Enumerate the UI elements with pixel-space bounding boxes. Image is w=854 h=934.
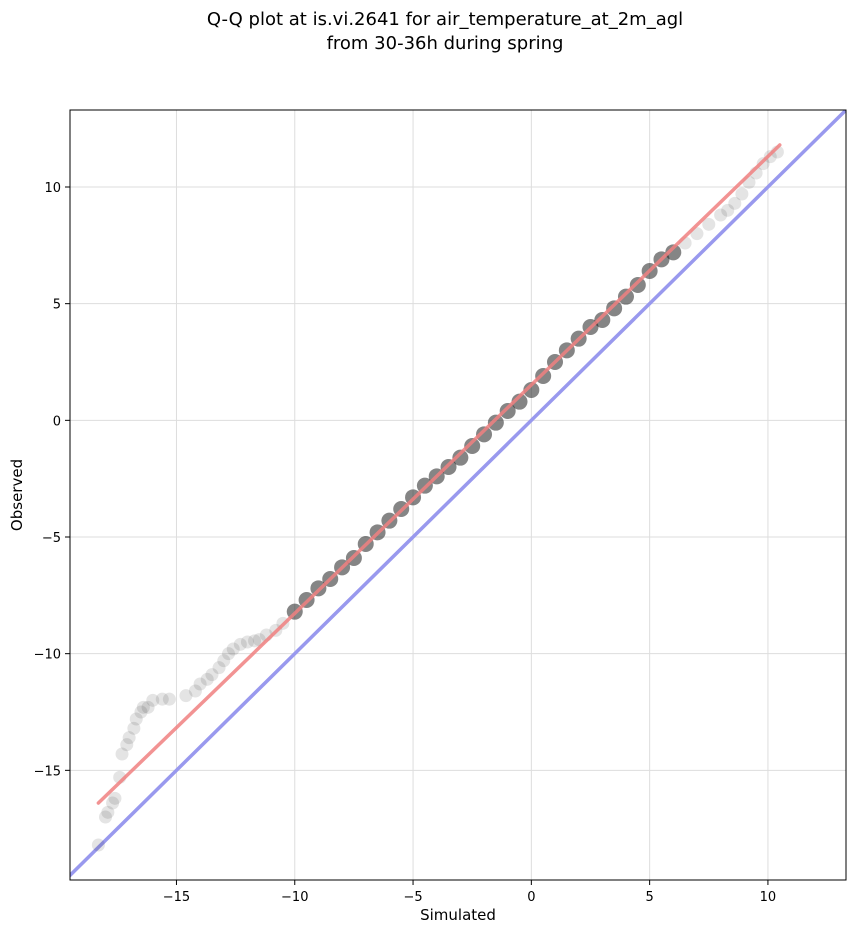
y-tick-label: −15	[34, 764, 61, 779]
quantile-point	[665, 244, 682, 261]
x-axis-ticks: −15 −10 −5 0 5 10	[163, 880, 776, 905]
quantile-point	[756, 157, 770, 171]
x-tick-label: −5	[403, 890, 422, 905]
y-tick-label: −10	[34, 648, 61, 663]
y-axis-label: Observed	[8, 459, 26, 531]
quantile-point	[476, 426, 493, 443]
quantile-point	[127, 721, 141, 735]
x-tick-label: −15	[163, 890, 190, 905]
x-tick-label: 0	[527, 890, 535, 905]
fit-line-group	[96, 143, 782, 805]
quantile-point	[200, 672, 214, 686]
quantile-point	[106, 796, 120, 810]
quantile-point	[594, 312, 611, 328]
quantile-point	[248, 634, 262, 648]
quantile-point	[122, 731, 136, 745]
quantile-point	[714, 208, 728, 222]
quantile-point	[101, 805, 115, 819]
quantile-point	[162, 692, 176, 706]
quantile-point	[134, 705, 148, 719]
quantile-point	[240, 635, 254, 649]
quantile-point	[146, 693, 160, 707]
quantile-point	[188, 684, 202, 698]
quantile-point	[212, 661, 226, 675]
quantile-point	[511, 393, 528, 410]
x-axis-label: Simulated	[420, 906, 496, 924]
quantile-point	[452, 449, 469, 466]
quantile-point	[629, 277, 646, 293]
quantile-point	[721, 203, 735, 217]
quantile-point	[735, 187, 749, 201]
quantile-point	[108, 791, 122, 805]
y-axis-ticks: −15 −10 −5 0 5 10	[34, 181, 70, 779]
quantile-point	[499, 403, 516, 419]
plot-area-frame	[69, 109, 847, 881]
fit-line	[96, 143, 782, 805]
quantile-point	[193, 677, 207, 691]
quantile-point	[464, 438, 481, 454]
quantile-point	[136, 700, 150, 714]
quantile-point	[155, 692, 169, 706]
quantile-point	[702, 217, 716, 231]
quantile-point	[617, 288, 634, 305]
quantile-point	[217, 654, 231, 668]
quantile-point	[120, 738, 134, 752]
identity-line	[70, 110, 846, 878]
quantile-point	[222, 647, 236, 661]
x-tick-label: 10	[760, 890, 777, 905]
y-tick-label: 10	[44, 181, 61, 196]
quantile-point	[226, 642, 240, 656]
y-tick-label: −5	[42, 531, 61, 546]
y-tick-label: 5	[53, 298, 61, 313]
quantile-point	[205, 668, 219, 682]
quantile-point	[728, 196, 742, 210]
quantile-point	[233, 637, 247, 651]
identity-line-group	[70, 110, 846, 878]
quantile-point	[115, 747, 129, 761]
quantile-point	[179, 689, 193, 703]
quantile-point	[487, 414, 504, 431]
quantile-point	[606, 300, 623, 317]
grid	[70, 110, 846, 880]
chart-title-line-1: Q-Q plot at is.vi.2641 for air_temperatu…	[207, 9, 683, 30]
quantile-point	[129, 712, 143, 726]
x-tick-label: 5	[645, 890, 653, 905]
y-tick-label: 0	[53, 414, 61, 429]
quantile-point	[523, 382, 540, 398]
chart-title-line-2: from 30-36h during spring	[327, 33, 564, 54]
quantile-point	[91, 838, 105, 852]
quantile-point	[98, 810, 112, 824]
quantile-points	[91, 145, 784, 852]
x-tick-label: −10	[281, 890, 308, 905]
quantile-point	[141, 700, 155, 714]
